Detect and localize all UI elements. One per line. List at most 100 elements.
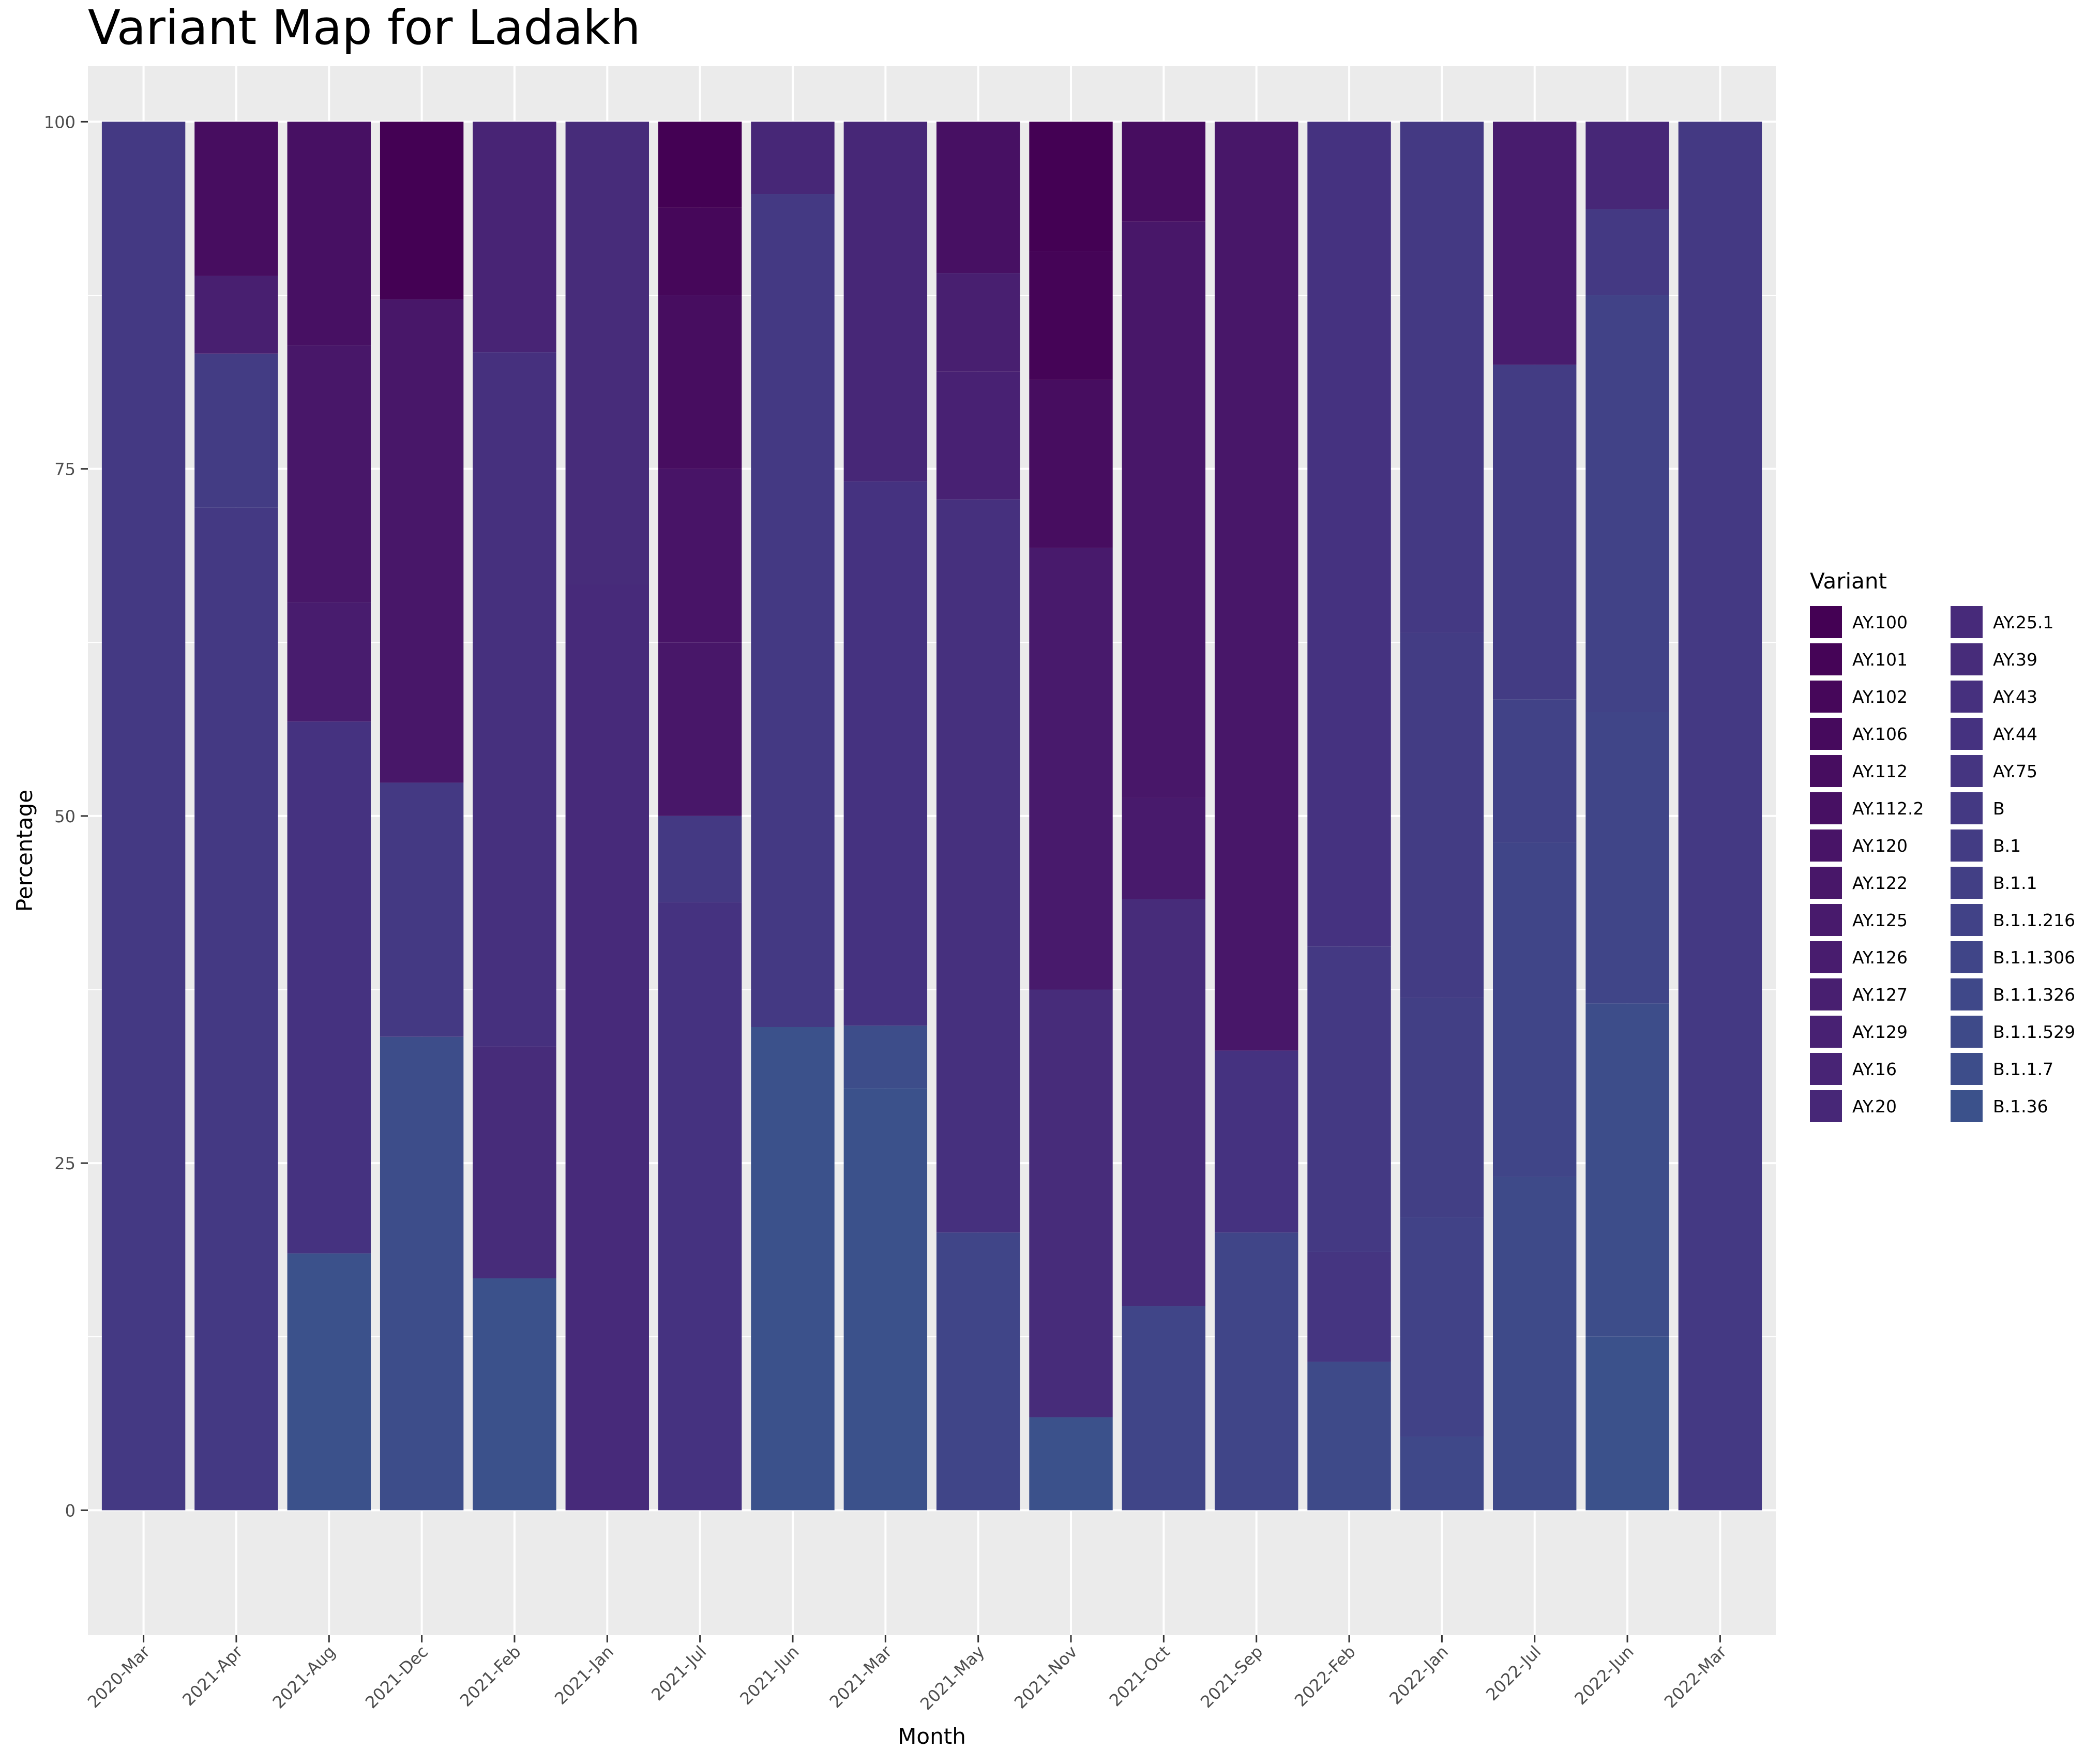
bar-segment — [380, 1036, 464, 1511]
bar-segment — [1493, 122, 1577, 365]
y-tick-label: 0 — [65, 1501, 75, 1520]
legend-label: AY.44 — [1993, 724, 2037, 744]
legend-swatch — [1810, 904, 1842, 936]
legend-swatch — [1951, 681, 1983, 713]
legend-items: AY.100 AY.101 AY.102 AY.106 AY.112 AY.112.2 AY… — [1810, 606, 2075, 1122]
bar-segment — [1307, 1362, 1391, 1511]
legend-label: AY.20 — [1852, 1096, 1897, 1117]
y-tick-label: 25 — [54, 1154, 75, 1173]
bar-segment — [936, 1232, 1020, 1511]
y-axis: 0 25 50 75 100 — [44, 112, 88, 1520]
bar-segment — [287, 602, 371, 722]
legend-swatch — [1810, 978, 1842, 1010]
bar-segment — [843, 481, 928, 1026]
bar-segment — [751, 122, 835, 194]
legend-swatch — [1951, 1016, 1983, 1048]
bar-segment — [1493, 699, 1577, 842]
bar-segment — [658, 207, 742, 296]
legend-swatch — [1810, 1016, 1842, 1048]
bar-segment — [194, 353, 278, 508]
legend-label: AY.39 — [1993, 650, 2037, 670]
bar-segment — [1307, 122, 1391, 947]
legend-swatch — [1810, 941, 1842, 973]
legend-label: B.1.1.216 — [1993, 910, 2075, 930]
legend-label: AY.127 — [1852, 985, 1908, 1005]
legend-swatch — [1951, 904, 1983, 936]
x-axis-title: Month — [898, 1724, 966, 1749]
chart-title: Variant Map for Ladakh — [88, 0, 641, 55]
bar-segment — [658, 122, 742, 208]
legend-label: B.1.1 — [1993, 873, 2037, 893]
bar-segment — [658, 295, 742, 469]
bar-segment — [473, 1046, 556, 1278]
bar-segment — [1585, 1003, 1669, 1337]
bar-segment — [658, 816, 742, 902]
legend-swatch — [1951, 755, 1983, 787]
bar-segment — [473, 352, 556, 1047]
bar-segment — [1400, 122, 1484, 633]
legend-swatch — [1810, 718, 1842, 750]
legend-label: B.1.1.306 — [1993, 947, 2075, 968]
stacked-bars — [101, 122, 1762, 1511]
bar-segment — [1029, 380, 1113, 548]
legend-swatch — [1810, 606, 1842, 638]
legend-swatch — [1951, 606, 1983, 638]
legend-label: AY.43 — [1993, 687, 2037, 707]
legend-swatch — [1810, 643, 1842, 675]
y-tick-label: 50 — [54, 807, 75, 826]
legend-label: AY.112 — [1852, 761, 1908, 781]
bar-segment — [843, 122, 928, 481]
legend-swatch — [1951, 792, 1983, 824]
bar-segment — [194, 276, 278, 354]
bar-segment — [1678, 122, 1762, 1511]
bar-segment — [287, 1253, 371, 1511]
legend-swatch — [1951, 867, 1983, 899]
y-tick-label: 75 — [54, 460, 75, 479]
bar-segment — [1307, 1251, 1391, 1362]
bar-segment — [658, 469, 742, 643]
legend-label: AY.25.1 — [1993, 612, 2053, 632]
bar-segment — [1585, 712, 1669, 1004]
bar-segment — [658, 642, 742, 816]
legend-label: B.1.36 — [1993, 1096, 2048, 1117]
bar-segment — [843, 1025, 928, 1089]
bar-segment — [380, 122, 464, 300]
legend-label: B.1.1.326 — [1993, 985, 2075, 1005]
legend: Variant AY.100AY.101AY.102AY.106AY.112AY… — [1810, 568, 2075, 1122]
bar-segment — [1585, 295, 1669, 712]
bar-segment — [1307, 946, 1391, 1252]
bar-segment — [936, 273, 1020, 372]
bar-segment — [751, 194, 835, 1027]
legend-swatch — [1810, 1053, 1842, 1085]
legend-label: AY.101 — [1852, 650, 1908, 670]
bar-segment — [1122, 899, 1206, 1306]
legend-swatch — [1951, 978, 1983, 1010]
legend-title: Variant — [1810, 568, 1887, 594]
bar-segment — [1122, 122, 1206, 222]
bar-segment — [101, 122, 186, 1511]
bar-segment — [1400, 632, 1484, 998]
legend-swatch — [1810, 755, 1842, 787]
bar-segment — [1029, 1417, 1113, 1511]
bar-segment — [380, 299, 464, 783]
y-axis-title: Percentage — [12, 790, 37, 912]
legend-swatch — [1810, 867, 1842, 899]
bar-segment — [1029, 548, 1113, 990]
bar-segment — [473, 122, 556, 353]
bar-segment — [658, 902, 742, 1511]
bar-segment — [751, 1027, 835, 1511]
legend-swatch — [1951, 718, 1983, 750]
bar-segment — [1493, 842, 1577, 1177]
bar-segment — [287, 122, 371, 345]
legend-label: AY.125 — [1852, 910, 1908, 930]
bar-segment — [936, 371, 1020, 500]
bar-segment — [1585, 1336, 1669, 1511]
bar-segment — [1400, 1437, 1484, 1511]
bar-segment — [1122, 221, 1206, 798]
legend-swatch — [1810, 792, 1842, 824]
legend-swatch — [1951, 1090, 1983, 1122]
bar-segment — [194, 122, 278, 276]
bar-segment — [1122, 1306, 1206, 1511]
legend-label: B.1.1.7 — [1993, 1059, 2053, 1079]
